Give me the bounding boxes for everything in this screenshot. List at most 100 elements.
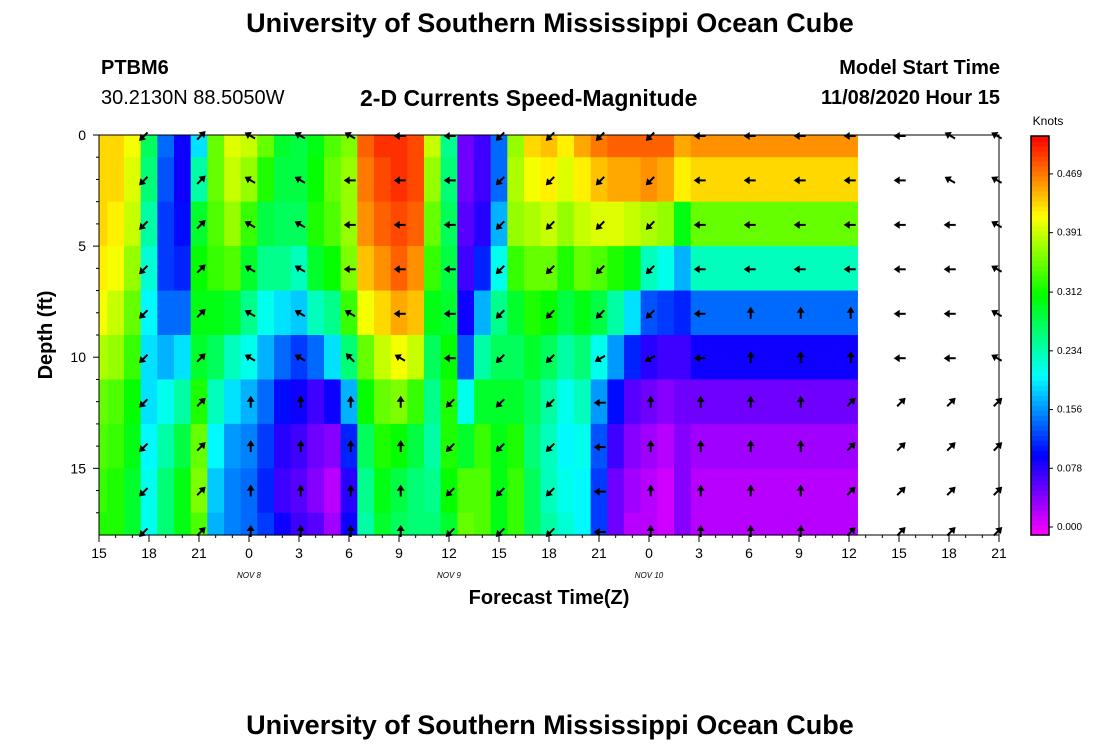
heatmap-cell (540, 468, 558, 514)
heatmap-cell (124, 335, 142, 381)
heatmap-cell (107, 246, 125, 292)
current-arrow (139, 176, 149, 186)
heatmap-cell (690, 423, 858, 469)
current-arrow (196, 486, 206, 496)
colorbar-segment (1031, 530, 1049, 536)
heatmap-cell (357, 335, 375, 381)
colorbar-segment (1031, 210, 1049, 217)
heatmap-cell (290, 135, 308, 158)
current-arrow (344, 309, 356, 318)
colorbar-segment (1031, 195, 1049, 202)
heatmap-cell (557, 379, 575, 425)
x-tick-label: 0 (245, 545, 253, 561)
heatmap-cell (99, 379, 108, 425)
heatmap-cell (124, 201, 142, 247)
current-arrow (344, 132, 356, 140)
colorbar-segment (1031, 475, 1049, 481)
colorbar-segment (1031, 370, 1049, 376)
heatmap-cell (657, 135, 675, 158)
current-arrow (595, 309, 605, 319)
heatmap-cell (140, 201, 158, 247)
heatmap-cell (290, 423, 308, 469)
current-arrow (743, 265, 756, 274)
current-arrow (796, 440, 805, 453)
heatmap-cell (190, 246, 208, 292)
heatmap-cell (274, 246, 292, 292)
heatmap-cell (99, 468, 108, 514)
x-tick-label: 12 (441, 545, 457, 561)
current-arrow (196, 527, 206, 537)
date-label: NOV 10 (635, 571, 664, 580)
current-arrow (991, 176, 1003, 184)
heatmap-cell (140, 379, 158, 425)
current-arrow (139, 220, 149, 230)
heatmap-cell (424, 379, 442, 425)
current-arrow (645, 176, 655, 186)
heatmap-cell (274, 379, 292, 425)
heatmap-cell (207, 468, 225, 514)
current-arrow (495, 220, 505, 230)
current-arrow (893, 132, 906, 140)
current-arrow (743, 132, 756, 140)
heatmap-cell (174, 135, 192, 158)
current-arrow (796, 395, 805, 408)
heatmap-cell (690, 468, 858, 514)
current-arrow (746, 440, 755, 453)
heatmap-cell (557, 512, 575, 536)
heatmap-cell (99, 290, 108, 336)
heatmap-cell (257, 135, 275, 158)
heatmap-cell (274, 290, 292, 336)
heatmap-cell (457, 157, 475, 203)
colorbar-segment (1031, 330, 1049, 337)
current-arrow (646, 440, 655, 453)
current-arrow (443, 309, 456, 318)
heatmap-cell (207, 135, 225, 158)
heatmap-cell (99, 423, 108, 469)
heatmap-cell (307, 379, 325, 425)
station-id: PTBM6 (101, 57, 169, 79)
colorbar-segment (1031, 525, 1049, 531)
current-arrow (843, 176, 856, 185)
heatmap-cell (607, 246, 625, 292)
heatmap-cell (357, 512, 375, 536)
current-arrow (696, 395, 705, 408)
heatmap-cell (407, 423, 425, 469)
current-arrow (893, 265, 906, 274)
heatmap-cell (224, 157, 242, 203)
heatmap-cell (640, 201, 658, 247)
y-tick-label: 10 (70, 349, 86, 365)
colorbar-segment (1031, 260, 1049, 267)
heatmap-cell (374, 423, 392, 469)
current-arrow (445, 527, 455, 537)
current-arrow (645, 131, 655, 141)
current-arrow (445, 442, 455, 453)
heatmap-cell (457, 423, 475, 469)
heatmap-cell (107, 135, 125, 158)
heatmap-cell (324, 290, 342, 336)
colorbar-segment (1031, 410, 1049, 416)
heatmap-cell (307, 290, 325, 336)
heatmap-cell (607, 379, 625, 425)
x-tick-label: 15 (91, 545, 107, 561)
current-arrow (495, 176, 505, 186)
current-arrow (393, 176, 406, 185)
current-arrow (644, 354, 656, 363)
heatmap-cell (174, 201, 192, 247)
current-arrow (495, 487, 505, 497)
heatmap-cell (190, 157, 208, 203)
current-arrow (296, 440, 305, 453)
footer-title: University of Southern Mississippi Ocean… (246, 710, 854, 740)
heatmap-cell (557, 290, 575, 336)
current-arrow (545, 220, 555, 230)
heatmap-cell (574, 246, 592, 292)
current-arrow (993, 486, 1003, 496)
heatmap-cell (257, 246, 275, 292)
current-arrow (893, 176, 906, 185)
heatmap-cell (224, 468, 242, 514)
current-arrow (696, 525, 705, 537)
colorbar-segment (1031, 520, 1049, 526)
heatmap-cell (224, 379, 242, 425)
current-arrow (993, 397, 1003, 407)
heatmap-cell (574, 335, 592, 381)
colorbar-segment (1031, 340, 1049, 347)
